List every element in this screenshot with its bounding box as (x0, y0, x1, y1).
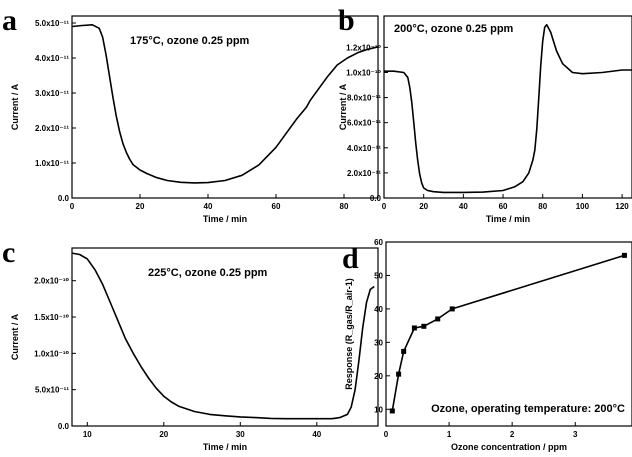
x-tick-label: 80 (538, 202, 547, 211)
x-axis-label: Time / min (486, 214, 530, 224)
series-line (391, 254, 625, 412)
x-tick-label: 10 (83, 430, 92, 439)
y-tick-label: 1.0x10⁻¹¹ (35, 159, 69, 168)
series-line (384, 23, 632, 194)
x-tick-label: 30 (236, 430, 245, 439)
x-tick-label: 80 (340, 202, 349, 211)
panel-a: 0 20 40 60 80 0.0 1.0x10⁻¹¹ 2.0x10⁻¹¹ 3.0x10⁻¹¹ 4… (2, 4, 379, 224)
y-tick-label: 20 (374, 372, 383, 381)
y-tick-label: 10 (374, 405, 383, 414)
y-tick-label: 2.0x10⁻¹⁰ (34, 277, 69, 286)
x-tick-label: 3 (573, 430, 578, 439)
panel-annotation: 175°C, ozone 0.25 ppm (130, 35, 250, 47)
x-tick-label: 1 (447, 430, 452, 439)
data-point (435, 316, 441, 322)
x-tick-label: 20 (159, 430, 168, 439)
x-tick-label: 40 (312, 430, 321, 439)
data-point (421, 323, 427, 329)
data-point (621, 252, 627, 258)
x-tick-label: 0 (384, 430, 389, 439)
x-axis-label: Ozone concentration / ppm (451, 442, 567, 452)
data-point (449, 306, 455, 312)
y-tick-label: 40 (374, 305, 383, 314)
y-tick-label: 0.0 (58, 422, 70, 431)
y-axis-label: Current / A (338, 83, 348, 130)
panel-annotation: Ozone, operating temperature: 200°C (431, 403, 625, 415)
plot-frame (71, 247, 379, 427)
panel-annotation: 200°C, ozone 0.25 ppm (394, 23, 514, 35)
panel-annotation: 225°C, ozone 0.25 ppm (148, 267, 268, 279)
y-axis-label: Current / A (10, 83, 20, 130)
panel-c: 10 20 30 40 0.0 5.0x10⁻¹¹ 1.0x10⁻¹⁰ 1.5x10⁻¹⁰ 2.… (2, 236, 379, 452)
y-tick-label: 8.0x10⁻¹¹ (347, 94, 381, 103)
x-tick-label: 120 (615, 202, 629, 211)
panel-letter: a (2, 4, 17, 37)
x-tick-label: 40 (459, 202, 468, 211)
y-tick-label: 50 (374, 271, 383, 280)
plot-frame (385, 241, 632, 427)
y-tick-label: 0.0 (58, 194, 70, 203)
y-tick-label: 1.0x10⁻¹⁰ (346, 68, 381, 77)
x-axis-label: Time / min (203, 442, 247, 452)
y-axis-label: Current / A (10, 313, 20, 360)
plot-frame (71, 15, 379, 199)
x-tick-label: 0 (382, 202, 387, 211)
y-tick-label: 2.0x10⁻¹¹ (35, 124, 69, 133)
x-tick-label: 20 (419, 202, 428, 211)
x-tick-label: 20 (136, 202, 145, 211)
data-point (411, 325, 417, 331)
x-tick-label: 2 (510, 430, 515, 439)
x-tick-label: 0 (70, 202, 75, 211)
x-tick-label: 100 (576, 202, 590, 211)
y-tick-label: 1.2x10⁻¹⁰ (346, 43, 381, 52)
y-tick-label: 5.0x10⁻¹¹ (35, 19, 69, 28)
x-tick-label: 60 (272, 202, 281, 211)
plot-frame (383, 15, 632, 199)
y-tick-label: 1.5x10⁻¹⁰ (34, 313, 69, 322)
y-tick-label: 60 (374, 238, 383, 247)
panel-d: 0 1 2 3 10 20 30 40 50 60 Ozone concentration / pp… (342, 238, 632, 452)
y-tick-label: 5.0x10⁻¹¹ (35, 386, 69, 395)
y-tick-label: 1.0x10⁻¹⁰ (34, 349, 69, 358)
panel-letter: b (338, 4, 355, 37)
data-point (401, 348, 407, 354)
y-tick-label: 4.0x10⁻¹¹ (35, 54, 69, 63)
panel-b: 0 20 40 60 80 100 120 0.0 2.0x10⁻¹¹ 4.0x10⁻¹¹ 6.0x… (338, 4, 632, 224)
data-point (396, 371, 402, 377)
x-axis-label: Time / min (203, 214, 247, 224)
y-axis-label: Response (R_gas/R_air-1) (344, 278, 354, 390)
panel-letter: d (342, 242, 359, 275)
series-line (71, 23, 379, 184)
panel-letter: c (2, 236, 15, 269)
x-tick-label: 40 (204, 202, 213, 211)
series-line (71, 252, 375, 420)
y-tick-label: 30 (374, 338, 383, 347)
y-tick-label: 3.0x10⁻¹¹ (35, 89, 69, 98)
y-tick-label: 2.0x10⁻¹¹ (347, 169, 381, 178)
x-tick-label: 60 (499, 202, 508, 211)
y-tick-label: 6.0x10⁻¹¹ (347, 119, 381, 128)
data-point (389, 408, 395, 414)
y-tick-label: 4.0x10⁻¹¹ (347, 144, 381, 153)
y-tick-label: 0.0 (370, 194, 382, 203)
